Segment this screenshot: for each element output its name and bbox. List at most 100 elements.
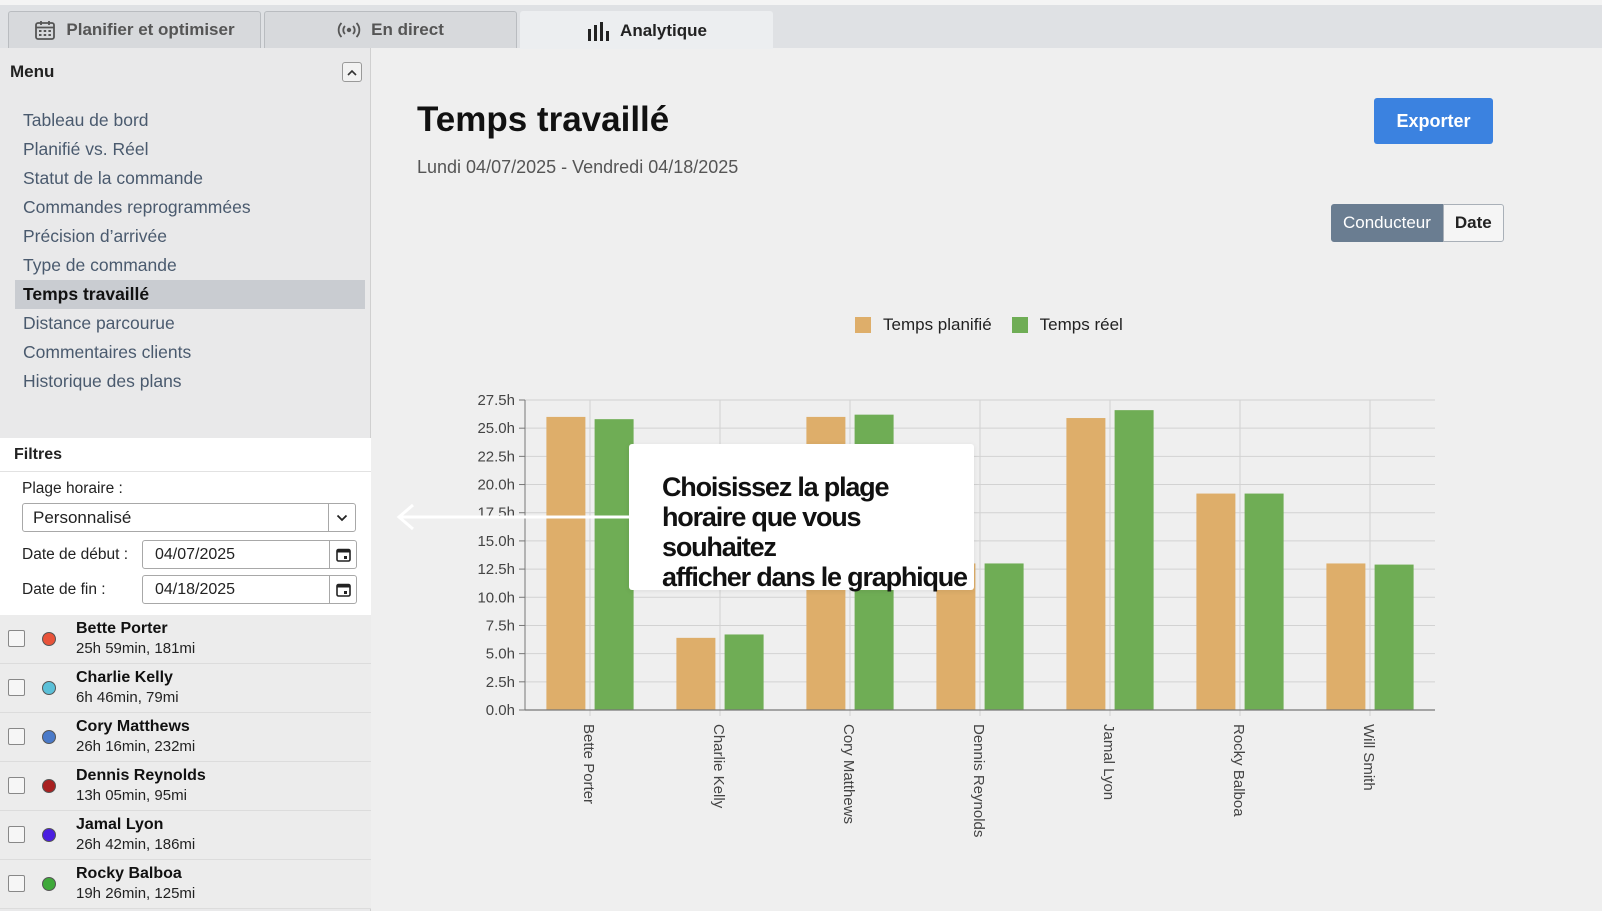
calendar-picker-icon[interactable] <box>329 541 356 568</box>
y-tick-label: 0.0h <box>486 702 515 719</box>
x-tick-label: Charlie Kelly <box>710 724 727 809</box>
tab-analytique[interactable]: Analytique <box>520 11 773 49</box>
list-item[interactable]: Dennis Reynolds 13h 05min, 95mi <box>0 762 371 811</box>
list-item[interactable]: Bette Porter 25h 59min, 181mi <box>0 615 371 664</box>
toggle-date[interactable]: Date <box>1442 204 1504 242</box>
chart-legend: Temps planifié Temps réel <box>855 315 1135 335</box>
bar <box>984 563 1024 710</box>
end-date-value: 04/18/2025 <box>155 581 236 598</box>
sidebar-item-statut-commande[interactable]: Statut de la commande <box>23 168 203 188</box>
range-select[interactable]: Personnalisé <box>22 503 356 532</box>
calendar-icon <box>34 19 56 41</box>
legend-swatch <box>855 317 871 333</box>
driver-list: Bette Porter 25h 59min, 181mi Charlie Kell… <box>0 615 371 909</box>
start-date-input[interactable]: 04/07/2025 <box>142 540 357 569</box>
list-item[interactable]: Charlie Kelly 6h 46min, 79mi <box>0 664 371 713</box>
start-date-value: 04/07/2025 <box>155 546 236 563</box>
y-tick-label: 25.0h <box>477 420 515 437</box>
tab-planifier[interactable]: Planifier et optimiser <box>8 11 261 48</box>
sidebar-item-commentaires-clients[interactable]: Commentaires clients <box>23 342 192 362</box>
driver-checkbox[interactable] <box>8 728 25 745</box>
list-item[interactable]: Rocky Balboa 19h 26min, 125mi <box>0 860 371 909</box>
menu-title: Menu <box>10 62 55 81</box>
callout-line: horaire que vous souhaitez <box>662 502 862 562</box>
filters-title: Filtres <box>0 438 371 472</box>
x-tick-label: Cory Matthews <box>840 724 857 824</box>
tab-label: Analytique <box>620 20 707 40</box>
legend-item-planned[interactable]: Temps planifié <box>855 315 992 335</box>
bar <box>724 634 764 710</box>
collapse-menu-button[interactable] <box>342 62 362 82</box>
driver-color-dot <box>42 681 56 695</box>
group-by-toggle: Conducteur Date <box>1331 204 1504 242</box>
chevron-down-icon <box>328 504 355 531</box>
bar <box>1066 418 1106 710</box>
sidebar-item-tableau-de-bord[interactable]: Tableau de bord <box>23 110 149 130</box>
tab-en-direct[interactable]: En direct <box>264 11 517 48</box>
sidebar-item-type-commande[interactable]: Type de commande <box>23 255 177 275</box>
sidebar-item-commandes-reprogrammees[interactable]: Commandes reprogrammées <box>23 197 251 217</box>
tab-label: Planifier et optimiser <box>66 20 235 39</box>
date-range-subtitle: Lundi 04/07/2025 - Vendredi 04/18/2025 <box>417 157 739 177</box>
export-button[interactable]: Exporter <box>1374 98 1493 144</box>
legend-item-actual[interactable]: Temps réel <box>1011 315 1123 335</box>
driver-color-dot <box>42 730 56 744</box>
filters-panel: Filtres Plage horaire : Personnalisé Dat… <box>0 438 371 615</box>
x-tick-label: Jamal Lyon <box>1100 724 1117 800</box>
y-tick-label: 10.0h <box>477 589 515 606</box>
driver-name: Bette Porter <box>76 620 168 637</box>
driver-meta: 6h 46min, 79mi <box>76 689 179 706</box>
list-item[interactable]: Jamal Lyon 26h 42min, 186mi <box>0 811 371 860</box>
callout-line: afficher dans le graphique <box>662 562 968 592</box>
driver-meta: 26h 42min, 186mi <box>76 836 196 853</box>
x-tick-label: Bette Porter <box>580 724 597 804</box>
driver-checkbox[interactable] <box>8 875 25 892</box>
driver-checkbox[interactable] <box>8 826 25 843</box>
broadcast-icon <box>337 21 361 39</box>
chevron-up-icon <box>347 69 357 76</box>
list-item[interactable]: Cory Matthews 26h 16min, 232mi <box>0 713 371 762</box>
sidebar-item-historique-plans[interactable]: Historique des plans <box>23 371 182 391</box>
bar <box>1244 493 1284 710</box>
bar <box>546 416 586 710</box>
driver-color-dot <box>42 779 56 793</box>
driver-name: Rocky Balboa <box>76 865 182 882</box>
range-label: Plage horaire : <box>22 480 123 497</box>
range-value: Personnalisé <box>33 508 132 527</box>
x-tick-label: Rocky Balboa <box>1230 724 1247 817</box>
sidebar-item-distance-parcourue[interactable]: Distance parcourue <box>23 313 175 333</box>
end-date-input[interactable]: 04/18/2025 <box>142 575 357 604</box>
driver-name: Dennis Reynolds <box>76 767 206 784</box>
x-tick-label: Will Smith <box>1360 724 1377 791</box>
menu-list: Tableau de bord Planifié vs. Réel Statut… <box>15 106 365 396</box>
y-tick-label: 2.5h <box>486 674 515 691</box>
arrow-left-icon <box>396 503 631 531</box>
legend-label: Temps planifié <box>883 315 992 334</box>
bar <box>1326 563 1366 710</box>
sidebar: Menu Tableau de bord Planifié vs. Réel S… <box>0 48 371 911</box>
y-tick-label: 27.5h <box>477 392 515 409</box>
tooltip-callout: Choisissez la plage horaire que vous sou… <box>629 444 974 592</box>
driver-name: Charlie Kelly <box>76 669 173 686</box>
driver-color-dot <box>42 632 56 646</box>
sidebar-item-precision-arrivee[interactable]: Précision d’arrivée <box>23 226 167 246</box>
bar <box>1196 493 1236 710</box>
page-title: Temps travaillé <box>417 100 670 139</box>
driver-color-dot <box>42 877 56 891</box>
calendar-picker-icon[interactable] <box>329 576 356 603</box>
driver-checkbox[interactable] <box>8 679 25 696</box>
y-tick-label: 5.0h <box>486 646 515 663</box>
y-tick-label: 15.0h <box>477 533 515 550</box>
driver-meta: 25h 59min, 181mi <box>76 640 196 657</box>
sidebar-item-temps-travaille[interactable]: Temps travaillé <box>15 280 365 309</box>
y-tick-label: 22.5h <box>477 448 515 465</box>
tab-label: En direct <box>371 20 444 39</box>
driver-checkbox[interactable] <box>8 777 25 794</box>
sidebar-item-planifie-vs-reel[interactable]: Planifié vs. Réel <box>23 139 149 159</box>
toggle-conducteur[interactable]: Conducteur <box>1331 204 1443 242</box>
y-tick-label: 7.5h <box>486 617 515 634</box>
bar <box>1114 410 1154 710</box>
y-tick-label: 20.0h <box>477 477 515 494</box>
driver-checkbox[interactable] <box>8 630 25 647</box>
driver-meta: 19h 26min, 125mi <box>76 885 196 902</box>
